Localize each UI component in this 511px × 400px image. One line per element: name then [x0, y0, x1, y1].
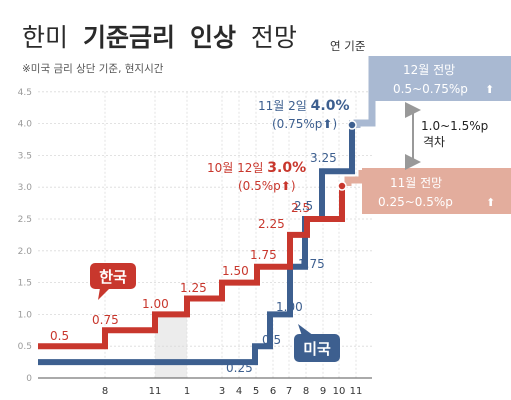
korea-forecast-title: 11월 전망: [390, 176, 442, 190]
y-tick-label: 0: [26, 374, 32, 384]
x-tick-label: 11: [350, 386, 363, 397]
x-tick-label: 8: [102, 386, 108, 397]
us-forecast-value: 0.5~0.75%p: [393, 82, 468, 96]
y-tick-label: 2.5: [18, 215, 32, 225]
us-forecast-arrow-icon: ⬆: [485, 83, 494, 96]
x-tick-label: 3: [219, 386, 225, 397]
us-latest-dot: [347, 120, 357, 130]
korea-latest-change: (0.5%p⬆): [238, 179, 296, 193]
y-tick-label: 4.0: [18, 120, 33, 130]
y-tick-label: 1.5: [18, 279, 32, 289]
y-tick-label: 3.5: [18, 151, 32, 161]
y-tick-label: 0.5: [18, 342, 32, 352]
chart-subtitle: ※미국 금리 상단 기준, 현지시간: [22, 63, 164, 75]
us-rate-line: [38, 120, 355, 366]
korea-rate-line: [38, 184, 345, 350]
korea-forecast-value: 0.25~0.5%p: [378, 195, 453, 209]
korea-value-label: 0.5: [50, 329, 69, 343]
title-part4: 전망: [251, 23, 297, 52]
title-part2: 기준금리: [83, 23, 175, 52]
x-tick-label: 10: [333, 386, 346, 397]
x-tick-label: 7: [286, 386, 292, 397]
us-forecast-box: [372, 56, 511, 101]
korea-forecast-arrow-icon: ⬆: [486, 196, 495, 209]
grid-lines: [38, 91, 372, 379]
y-tick-label: 1.0: [18, 310, 33, 320]
korea-latest-annotation: 10월 12일 3.0%: [207, 160, 306, 176]
korea-value-label: 2.5: [291, 201, 310, 215]
korea-forecast-box: [362, 168, 511, 214]
x-tick-label: 5: [253, 386, 259, 397]
gap-label: 격차: [423, 135, 445, 149]
gap-value: 1.0~1.5%p: [421, 119, 488, 133]
us-value-label: 0.5: [262, 333, 281, 347]
us-value-label: 1.75: [298, 257, 325, 271]
y-axis-ticks: 0 0.5 1.0 1.5 2.0 2.5 3.0 3.5 4.0 4.5: [18, 88, 33, 384]
korea-value-label: 1.50: [222, 264, 249, 278]
us-up-arrow-icon: ⬆): [322, 117, 337, 131]
us-forecast-title: 12월 전망: [403, 63, 455, 77]
legend-korea: 한국: [90, 263, 136, 300]
us-value-label: 0.25: [226, 361, 253, 375]
legend-us-label: 미국: [303, 340, 331, 358]
x-tick-label: 11: [149, 386, 162, 397]
year-end-label: 연 기준: [330, 39, 365, 53]
korea-value-label: 1.00: [142, 297, 169, 311]
y-tick-label: 2.0: [18, 247, 33, 257]
y-tick-label: 4.5: [18, 88, 32, 98]
x-tick-label: 9: [320, 386, 326, 397]
us-value-labels: 0.25 0.5 1.00 1.75 2.5 3.25: [226, 151, 337, 375]
us-value-label: 3.25: [310, 151, 337, 165]
legend-us: 미국: [294, 324, 340, 362]
x-tick-label: 8: [303, 386, 309, 397]
korea-up-arrow-icon: ⬆): [281, 179, 296, 193]
korea-value-label: 1.25: [180, 281, 207, 295]
korea-value-label: 2.25: [258, 217, 285, 231]
x-tick-label: 1: [184, 386, 190, 397]
korea-latest-dot: [337, 181, 347, 191]
us-value-label: 2.5: [294, 199, 313, 213]
title-part1: 한미: [22, 23, 68, 52]
us-value-label: 1.00: [276, 300, 303, 314]
korea-value-labels: 0.5 0.75 1.00 1.25 1.501.75 2.25 2.5: [50, 201, 310, 343]
x-axis-ticks: 8 11 1 3 4 5 6 7 8 9 10 11: [102, 386, 363, 397]
y-tick-label: 3.0: [18, 183, 33, 193]
x-tick-label: 4: [236, 386, 242, 397]
title-part3: 인상: [190, 23, 236, 52]
korea-value-label: 1.75: [250, 248, 277, 262]
us-latest-change: (0.75%p⬆): [272, 117, 337, 131]
x-tick-label: 6: [270, 386, 276, 397]
chart-title: 한미 기준금리 인상 전망: [22, 23, 297, 52]
korea-value-label: 0.75: [92, 313, 119, 327]
legend-korea-label: 한국: [99, 268, 127, 286]
us-latest-annotation: 11월 2일 4.0%: [258, 98, 349, 114]
